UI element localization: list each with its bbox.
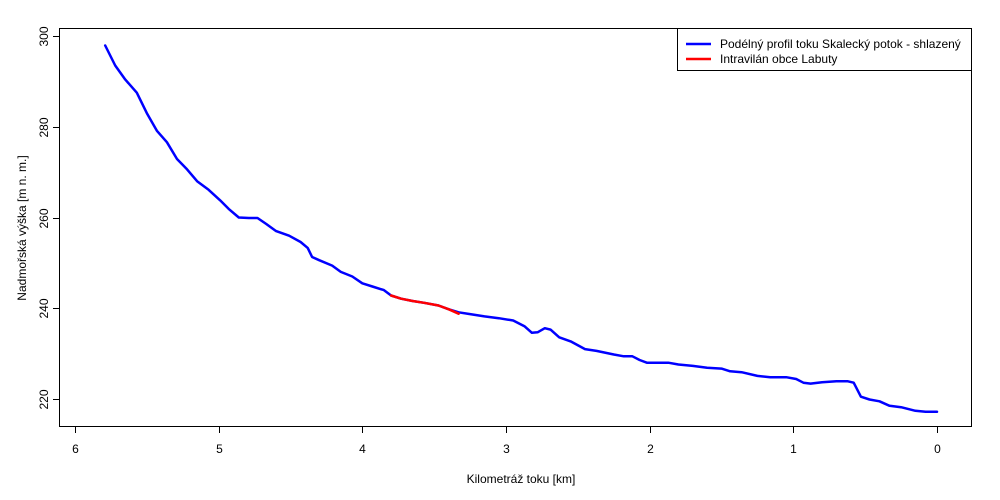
y-axis: 220 240 260 280 300 — [37, 26, 60, 410]
y-tick-label: 260 — [37, 208, 51, 228]
y-axis-title: Nadmořská výška [m n. m.] — [15, 155, 29, 300]
x-tick-label: 2 — [647, 442, 654, 456]
y-tick-label: 280 — [37, 117, 51, 137]
x-axis: 6 5 4 3 2 1 0 — [72, 426, 941, 456]
x-axis-title: Kilometráž toku [km] — [467, 472, 576, 486]
x-tick-label: 5 — [216, 442, 223, 456]
x-tick-label: 6 — [72, 442, 79, 456]
x-tick-label: 4 — [359, 442, 366, 456]
legend-label-intravilan: Intravilán obce Labuty — [720, 52, 837, 66]
x-tick-label: 3 — [503, 442, 510, 456]
y-tick-label: 240 — [37, 298, 51, 318]
plot-frame — [59, 28, 972, 427]
y-tick-label: 220 — [37, 389, 51, 409]
x-tick-label: 1 — [790, 442, 797, 456]
series-line-profile — [103, 44, 939, 413]
y-tick-label: 300 — [37, 26, 51, 46]
legend: Podélný profil toku Skalecký potok - shl… — [677, 28, 972, 71]
legend-box — [677, 28, 972, 71]
x-tick-label: 0 — [934, 442, 941, 456]
series-line-intravilan — [389, 294, 460, 315]
legend-label-profile: Podélný profil toku Skalecký potok - shl… — [720, 37, 961, 51]
series-layer — [103, 44, 939, 413]
